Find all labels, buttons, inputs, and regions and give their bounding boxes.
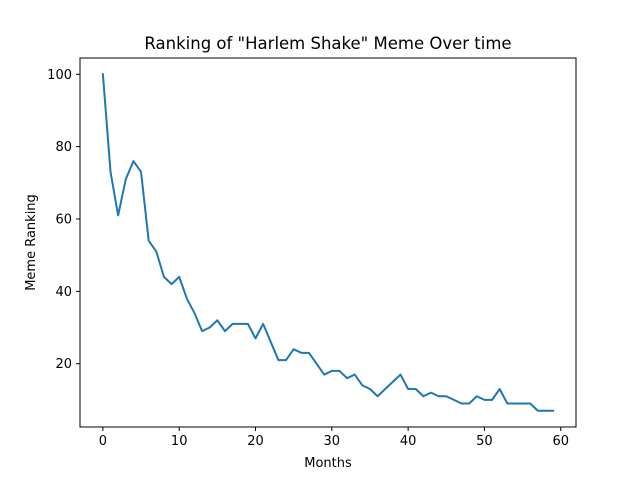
y-tick-label: 80: [55, 140, 72, 155]
series-layer: [101, 73, 555, 412]
y-axis-label: Meme Ranking: [24, 194, 39, 291]
series-line: [101, 73, 555, 412]
y-axis: 20 40 60 80 100: [47, 68, 80, 372]
y-tick-label: 60: [55, 212, 72, 227]
x-tick-label: 60: [552, 434, 569, 449]
plot-area: 0 10 20 30 40 50 60 20 40 60 80 100: [47, 57, 577, 449]
x-tick-label: 40: [400, 434, 417, 449]
chart-title: Ranking of "Harlem Shake" Meme Over time: [144, 34, 511, 53]
x-tick-label: 0: [99, 434, 107, 449]
y-tick-label: 20: [55, 357, 72, 372]
y-tick-label: 40: [55, 285, 72, 300]
x-tick-label: 20: [247, 434, 264, 449]
x-tick-label: 30: [324, 434, 341, 449]
y-tick-label: 100: [47, 68, 72, 83]
x-tick-label: 10: [171, 434, 188, 449]
x-tick-label: 50: [476, 434, 493, 449]
x-axis-label: Months: [304, 456, 352, 471]
plot-frame: [79, 57, 577, 428]
x-axis: 0 10 20 30 40 50 60: [99, 427, 569, 449]
